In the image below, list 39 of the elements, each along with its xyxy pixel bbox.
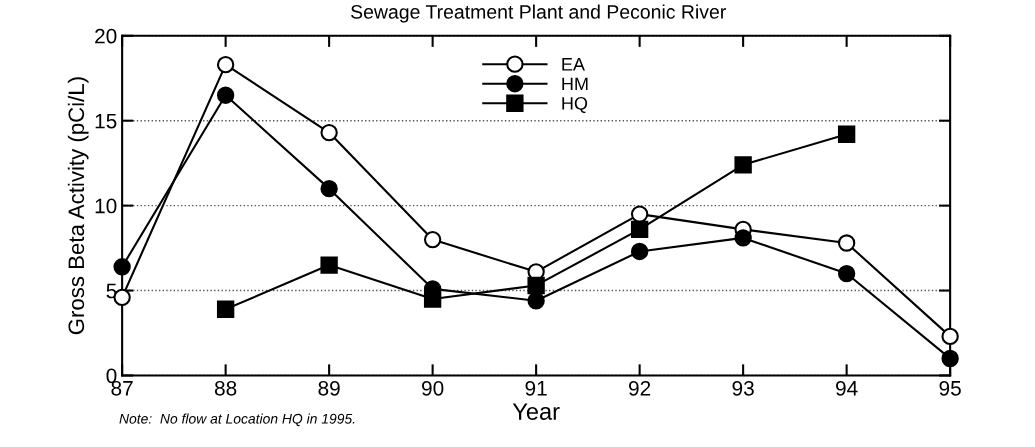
legend-label: EA bbox=[562, 58, 585, 71]
point bbox=[837, 234, 856, 252]
y-tick-label: 15 bbox=[95, 113, 117, 129]
x-axis-title: Year bbox=[512, 403, 560, 420]
point bbox=[423, 290, 442, 308]
x-tick-label: 90 bbox=[422, 380, 444, 396]
x-tick-label: 91 bbox=[525, 380, 547, 396]
point bbox=[527, 276, 545, 295]
point bbox=[216, 86, 235, 104]
y-axis-title: Gross Beta Activity (pCi/L) bbox=[67, 77, 89, 335]
y-tick-label: 20 bbox=[95, 28, 117, 44]
point bbox=[941, 327, 959, 346]
point bbox=[630, 205, 649, 223]
text: Note: No flow at Location HQ in 1995. bbox=[119, 413, 355, 427]
point bbox=[630, 242, 649, 261]
point bbox=[113, 258, 131, 276]
x-tick-label: 92 bbox=[629, 380, 651, 396]
legend-label: HM bbox=[562, 77, 588, 91]
point bbox=[320, 179, 338, 198]
point bbox=[734, 229, 752, 247]
point bbox=[320, 123, 338, 142]
x-tick-label: 89 bbox=[318, 380, 340, 396]
point bbox=[630, 220, 649, 239]
x-tick-label: 94 bbox=[836, 380, 858, 396]
legend-label: HQ bbox=[562, 96, 588, 113]
y-tick-label: 10 bbox=[95, 198, 117, 214]
point bbox=[527, 292, 545, 310]
point bbox=[216, 55, 235, 74]
point bbox=[734, 156, 752, 174]
x-tick-label: 88 bbox=[214, 380, 237, 396]
point bbox=[837, 125, 856, 143]
x-tick-label: 95 bbox=[939, 380, 961, 396]
point bbox=[941, 349, 959, 368]
point bbox=[216, 300, 235, 318]
point bbox=[320, 256, 338, 274]
point bbox=[837, 264, 856, 283]
chart-title: Sewage Treatment Plant and Peconic River bbox=[351, 4, 726, 23]
point bbox=[423, 230, 442, 249]
x-tick-label: 93 bbox=[732, 380, 754, 396]
